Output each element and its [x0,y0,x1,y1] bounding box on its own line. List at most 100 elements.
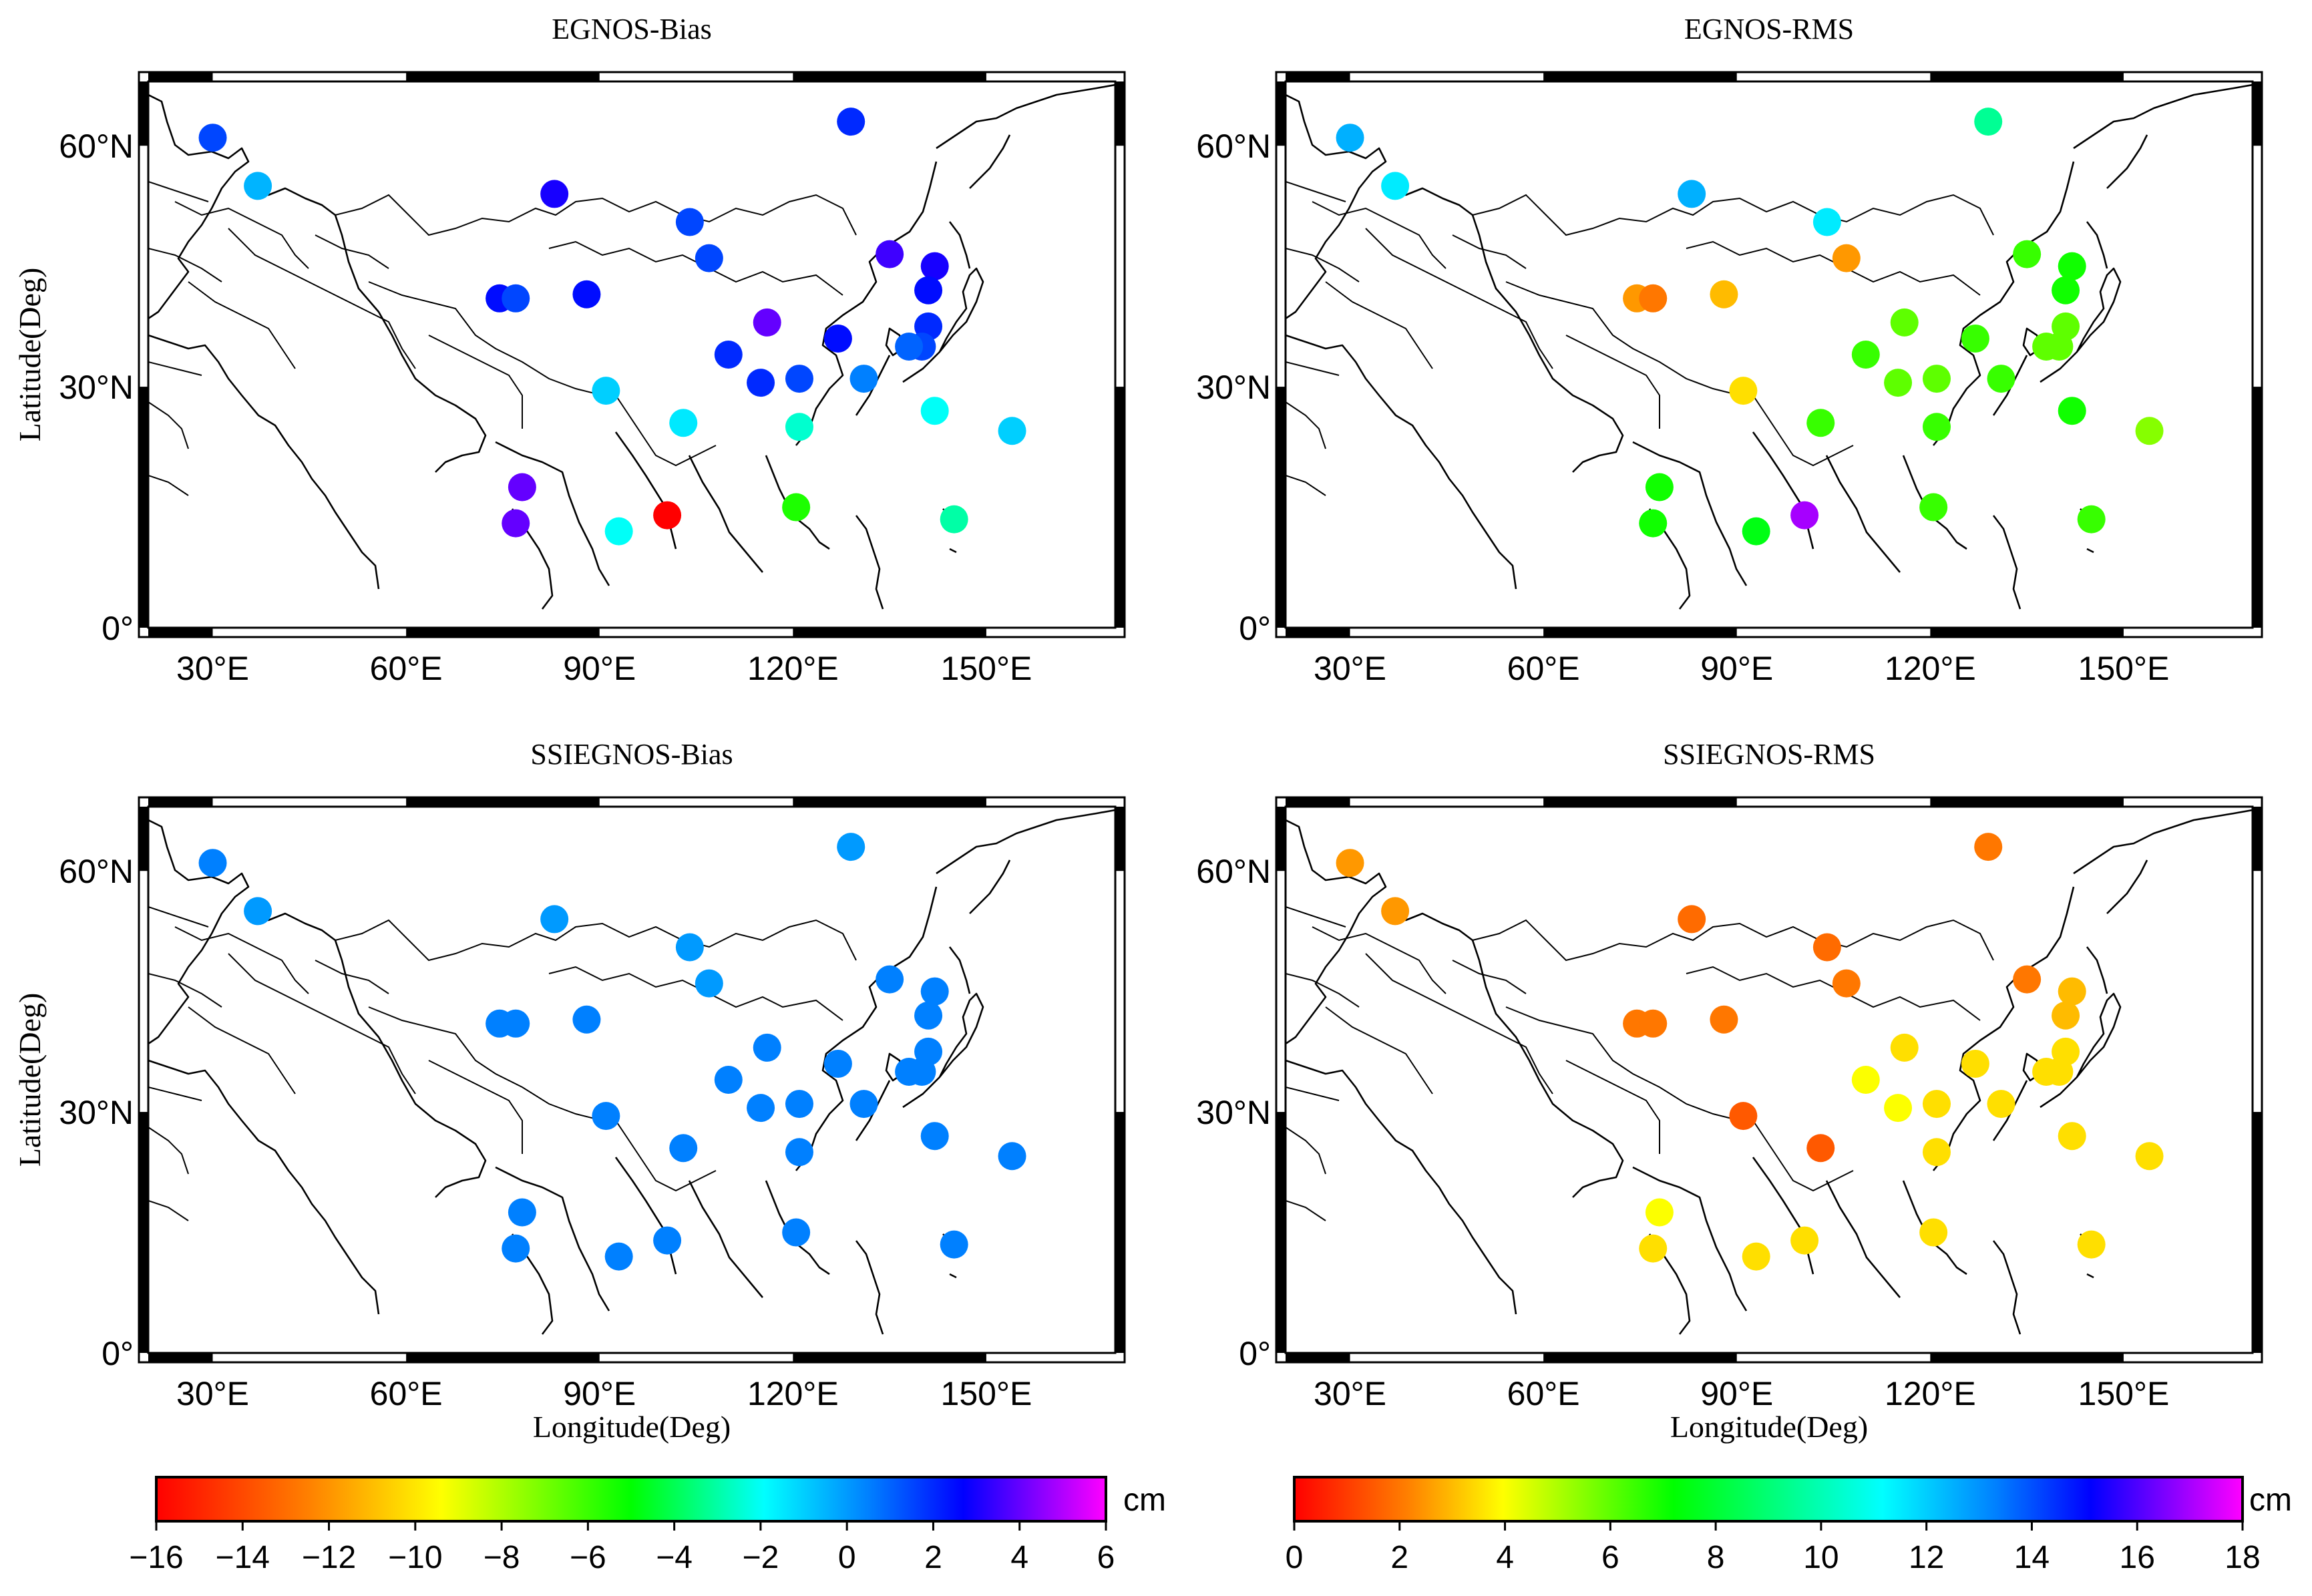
station-marker [244,897,272,926]
x-tick-label: 90°E [1700,650,1773,687]
x-tick-label: 90°E [563,1375,636,1412]
map-border-bars [1275,796,2263,1364]
station-marker [502,509,530,538]
colorbar-tick-label: 10 [1803,1540,1839,1575]
x-tick-label: 30°E [1314,1375,1386,1412]
x-tick-label: 120°E [1885,1375,1976,1412]
x-tick-label: 150°E [2078,1375,2170,1412]
station-marker [823,1049,852,1078]
station-marker [1742,1242,1770,1271]
station-marker [849,365,878,393]
station-marker [1812,208,1841,236]
station-marker [876,240,904,268]
map-frame [147,805,1117,1354]
station-marker [1806,409,1835,437]
colorbar-tick-label: 6 [1097,1540,1115,1575]
map-area [148,807,1115,1353]
map-frame [1284,80,2254,629]
station-marker [1790,1226,1819,1255]
station-marker [604,1242,633,1271]
station-marker [2077,505,2106,534]
y-axis-label: Latitude(Deg) [13,268,47,442]
map-area [1286,807,2253,1353]
station-marker [1806,1134,1835,1163]
station-marker [1987,365,2015,393]
station-marker [1884,369,1913,397]
station-marker [2058,977,2086,1006]
x-tick-label: 150°E [941,1375,1032,1412]
x-tick-label: 30°E [176,1375,249,1412]
station-marker [540,905,569,934]
station-marker [1381,897,1410,926]
colorbar-tick-label: 4 [1496,1540,1514,1575]
station-marker [1974,833,2003,861]
station-marker [2032,1057,2061,1086]
station-marker [592,377,620,405]
station-marker [572,280,601,309]
x-tick-label: 150°E [941,650,1032,687]
station-marker [2013,965,2042,994]
panel-ssiegnos-bias: SSIEGNOS-Bias 30°E 60°E 90°E 120°E 150°E 60°N… [59,738,1126,1412]
colorbar-unit: cm [2249,1482,2292,1518]
station-marker [849,1090,878,1119]
station-marker [782,493,811,522]
x-tick-label: 30°E [176,650,249,687]
station-marker [1974,108,2003,136]
station-marker [785,1090,813,1119]
colorbar-bias: cm −16 −14 −12 −10 −8 −6 −4 −2 0 2 4 6 [129,1476,1166,1575]
station-marker [1742,517,1770,546]
station-marker [1645,1198,1674,1227]
y-tick-label: 0° [1239,610,1271,647]
station-marker [502,1234,530,1263]
y-tick-label: 0° [102,1335,134,1372]
station-marker [2077,1230,2106,1259]
station-marker [785,1138,813,1167]
station-marker [998,417,1026,445]
station-marker [1961,324,1989,353]
station-marker [747,1094,775,1123]
station-marker [1639,1234,1668,1263]
station-marker [1987,1090,2015,1119]
station-marker [785,413,813,441]
panel-egnos-bias: EGNOS-Bias 30°E 60°E 90°E 120°E 150°E 60°N 30°… [59,13,1126,687]
colorbar-gradient [155,1476,1107,1523]
panel-title: EGNOS-RMS [1684,13,1854,45]
station-marker [1336,124,1364,152]
map-area [148,81,1115,628]
colorbar-rms: cm 0 2 4 6 8 10 12 14 16 18 [1286,1476,2292,1575]
station-marker [604,517,633,546]
panel-title: SSIEGNOS-RMS [1663,738,1875,771]
station-marker [244,172,272,200]
y-tick-label: 30°N [1196,1094,1271,1131]
station-marker [940,1230,968,1259]
colorbar-tick-label: 0 [838,1540,856,1575]
station-marker [1812,933,1841,962]
colorbar-tick-label: −10 [388,1540,442,1575]
station-marker [1922,1090,1951,1119]
panel-title: EGNOS-Bias [552,13,712,45]
station-marker [920,1122,949,1151]
colorbar-tick-label: −12 [302,1540,356,1575]
station-marker [1678,180,1706,208]
station-marker [1919,1218,1948,1247]
y-axis-label: Latitude(Deg) [13,993,47,1167]
x-tick-label: 60°E [370,650,443,687]
colorbar-tick-label: −14 [216,1540,270,1575]
station-marker [998,1142,1026,1171]
station-marker [1851,341,1880,369]
station-marker [1710,280,1738,309]
colorbar-tick-label: −16 [129,1540,183,1575]
colorbar-tick-label: 12 [1909,1540,1944,1575]
station-marker [1729,377,1758,405]
station-marker [198,124,227,152]
map-area [1286,81,2253,628]
y-tick-label: 60°N [59,853,134,890]
station-marker [572,1005,601,1034]
station-marker [1961,1049,1989,1078]
station-marker [940,505,968,534]
station-marker [508,473,536,502]
station-marker [1639,284,1668,313]
colorbar-tick-label: −4 [656,1540,693,1575]
station-marker [502,284,530,313]
